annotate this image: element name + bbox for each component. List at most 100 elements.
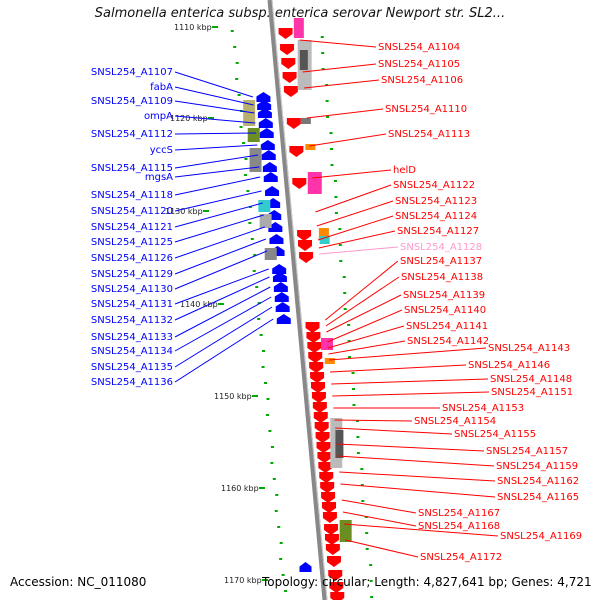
forward-gene-arrow[interactable] — [319, 472, 334, 483]
gene-function-box[interactable] — [300, 118, 311, 124]
forward-gene-arrow[interactable] — [292, 178, 307, 189]
forward-gene-arrow[interactable] — [309, 362, 324, 373]
forward-gene-arrow[interactable] — [297, 230, 312, 241]
forward-gene-label[interactable]: SNSL254_A1155 — [454, 429, 536, 440]
forward-gene-arrow[interactable] — [322, 502, 337, 513]
forward-gene-arrow[interactable] — [283, 86, 298, 97]
forward-gene-arrow[interactable] — [299, 252, 314, 263]
forward-gene-label[interactable]: SNSL254_A1146 — [468, 360, 550, 371]
forward-gene-label[interactable]: SNSL254_A1122 — [393, 180, 475, 191]
reverse-gene-arrow[interactable] — [263, 172, 278, 182]
forward-gene-label[interactable]: SNSL254_A1167 — [418, 508, 500, 519]
gene-function-box[interactable] — [305, 144, 316, 150]
forward-gene-label[interactable]: SNSL254_A1138 — [401, 272, 483, 283]
forward-gene-label[interactable]: SNSL254_A1140 — [404, 305, 486, 316]
reverse-gene-arrow[interactable] — [258, 118, 273, 128]
reverse-gene-label[interactable]: SNSL254_A1133 — [91, 332, 173, 343]
forward-gene-label[interactable]: SNSL254_A1142 — [407, 336, 489, 347]
forward-gene-arrow[interactable] — [329, 582, 344, 593]
reverse-gene-label[interactable]: SNSL254_A1135 — [91, 362, 173, 373]
reverse-gene-arrow[interactable] — [257, 100, 272, 110]
forward-gene-arrow[interactable] — [281, 58, 296, 69]
forward-gene-label[interactable]: SNSL254_A1128 — [400, 242, 482, 253]
gene-function-box[interactable] — [307, 172, 322, 194]
reverse-gene-label[interactable]: fabA — [150, 82, 173, 93]
reverse-gene-label[interactable]: SNSL254_A1115 — [91, 163, 173, 174]
forward-gene-arrow[interactable] — [317, 452, 332, 463]
gene-function-box[interactable] — [324, 358, 335, 364]
gene-labels[interactable]: SNSL254_A1107 fabA SNSL254_A1109 ompA SNSL25… — [91, 42, 582, 563]
forward-gene-arrow[interactable] — [310, 372, 325, 383]
forward-gene-arrow[interactable] — [328, 570, 343, 581]
forward-gene-arrow[interactable] — [312, 402, 327, 413]
reverse-gene-label[interactable]: SNSL254_A1131 — [91, 299, 173, 310]
forward-gene-label[interactable]: SNSL254_A1106 — [381, 75, 463, 86]
forward-gene-label[interactable]: SNSL254_A1165 — [497, 492, 579, 503]
forward-gene-label[interactable]: SNSL254_A1141 — [406, 321, 488, 332]
reverse-gene-arrow[interactable] — [274, 292, 289, 302]
forward-gene-arrow[interactable] — [313, 412, 328, 423]
reverse-gene-label[interactable]: SNSL254_A1120 — [91, 206, 173, 217]
gene-function-box[interactable] — [249, 148, 262, 172]
forward-gene-label[interactable]: SNSL254_A1105 — [378, 59, 460, 70]
reverse-gene-arrow[interactable] — [256, 92, 271, 102]
forward-gene-label[interactable]: SNSL254_A1139 — [403, 290, 485, 301]
reverse-gene-label[interactable]: SNSL254_A1126 — [91, 253, 173, 264]
forward-gene-arrow[interactable] — [321, 492, 336, 503]
forward-gene-label[interactable]: SNSL254_A1123 — [395, 196, 477, 207]
reverse-gene-arrow[interactable] — [272, 272, 287, 282]
forward-gene-arrow[interactable] — [322, 512, 337, 523]
forward-gene-arrow[interactable] — [278, 28, 293, 39]
reverse-gene-arrow[interactable] — [260, 140, 275, 150]
reverse-gene-label[interactable]: SNSL254_A1112 — [91, 129, 173, 140]
forward-gene-arrow[interactable] — [315, 432, 330, 443]
forward-gene-label[interactable]: SNSL254_A1137 — [400, 256, 482, 267]
reverse-gene-arrow[interactable] — [299, 562, 312, 572]
forward-gene-arrow[interactable] — [280, 44, 295, 55]
forward-gene-label[interactable]: SNSL254_A1168 — [418, 521, 500, 532]
reverse-gene-label[interactable]: SNSL254_A1130 — [91, 284, 173, 295]
forward-gene-arrow[interactable] — [286, 118, 301, 129]
reverse-gene-label[interactable]: mgsA — [145, 172, 173, 183]
forward-gene-arrow[interactable] — [324, 534, 339, 545]
forward-gene-arrow[interactable] — [298, 240, 312, 251]
forward-gene-arrow[interactable] — [305, 322, 320, 333]
forward-gene-label[interactable]: SNSL254_A1113 — [388, 129, 470, 140]
forward-gene-arrow[interactable] — [311, 382, 326, 393]
reverse-gene-label[interactable]: SNSL254_A1121 — [91, 222, 173, 233]
reverse-gene-label[interactable]: SNSL254_A1118 — [91, 190, 173, 201]
forward-gene-label[interactable]: SNSL254_A1127 — [397, 226, 479, 237]
gene-function-box[interactable] — [258, 200, 271, 212]
reverse-gene-label[interactable]: SNSL254_A1136 — [91, 377, 173, 388]
forward-gene-label[interactable]: SNSL254_A1169 — [500, 531, 582, 542]
forward-gene-label[interactable]: SNSL254_A1162 — [497, 476, 579, 487]
forward-gene-label[interactable]: SNSL254_A1148 — [490, 374, 572, 385]
forward-gene-label[interactable]: SNSL254_A1104 — [378, 42, 460, 53]
gene-function-box[interactable] — [339, 520, 352, 542]
gene-function-box[interactable] — [247, 128, 260, 142]
forward-gene-arrow[interactable] — [311, 392, 326, 403]
reverse-gene-arrow[interactable] — [268, 222, 283, 232]
forward-gene-arrow[interactable] — [306, 332, 321, 343]
reverse-gene-label[interactable]: SNSL254_A1107 — [91, 67, 173, 78]
reverse-gene-arrow[interactable] — [269, 234, 284, 244]
forward-gene-arrow[interactable] — [320, 482, 335, 493]
forward-gene-label[interactable]: SNSL254_A1172 — [420, 552, 502, 563]
forward-gene-label[interactable]: SNSL254_A1153 — [442, 403, 524, 414]
forward-gene-arrow[interactable] — [308, 352, 323, 363]
forward-gene-label[interactable]: SNSL254_A1110 — [385, 104, 467, 115]
reverse-gene-arrow[interactable] — [273, 282, 288, 292]
reverse-gene-arrow[interactable] — [257, 108, 272, 118]
forward-gene-arrow[interactable] — [318, 462, 333, 473]
forward-gene-label[interactable]: SNSL254_A1143 — [488, 343, 570, 354]
forward-gene-arrow[interactable] — [282, 72, 297, 83]
reverse-gene-label[interactable]: SNSL254_A1125 — [91, 237, 173, 248]
forward-gene-label[interactable]: SNSL254_A1124 — [395, 211, 477, 222]
gene-function-box[interactable] — [293, 18, 304, 38]
forward-gene-arrow[interactable] — [325, 544, 340, 555]
gene-function-box[interactable] — [299, 50, 308, 70]
forward-gene-arrow[interactable] — [324, 524, 339, 535]
gene-function-box[interactable] — [243, 100, 256, 126]
reverse-gene-arrow[interactable] — [272, 264, 287, 274]
forward-gene-label[interactable]: helD — [393, 165, 416, 176]
